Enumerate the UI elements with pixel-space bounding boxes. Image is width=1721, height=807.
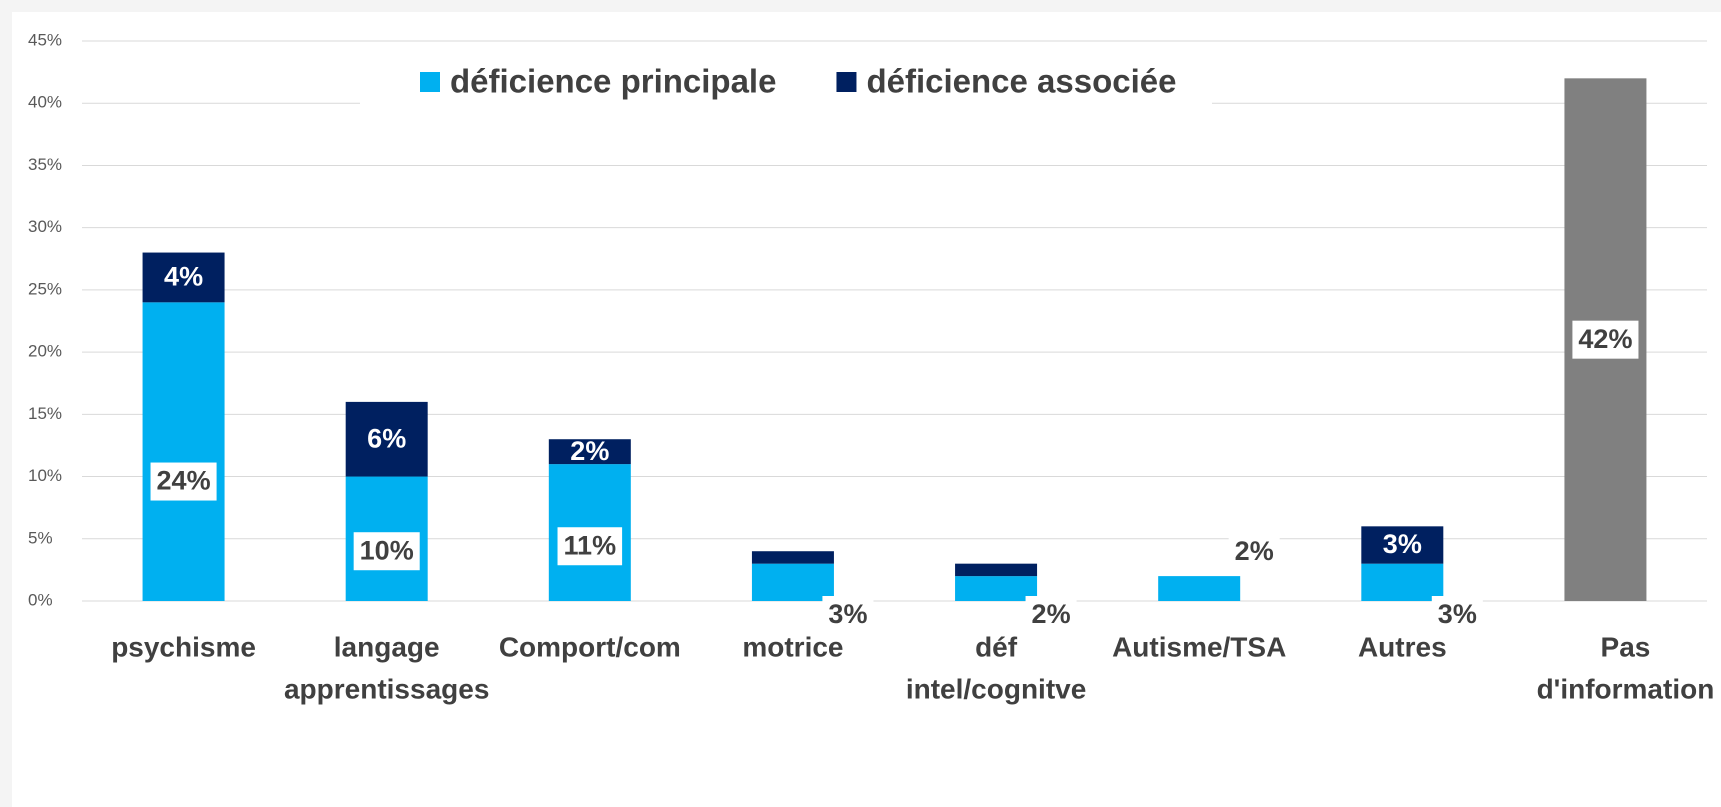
y-tick-label: 45% (28, 30, 62, 49)
x-tick-label: Autres (1358, 631, 1447, 662)
y-tick-label: 20% (28, 342, 62, 361)
bar-segment (345, 401, 428, 477)
bar-segment (751, 563, 834, 601)
data-label-box (557, 527, 623, 566)
data-label: 24% (157, 466, 211, 496)
data-label: 2% (570, 436, 609, 466)
bar-segment (1158, 576, 1241, 601)
legend-swatch (836, 72, 857, 92)
y-tick-label: 40% (28, 93, 62, 112)
y-tick-label: 15% (28, 404, 62, 423)
bar-segment (142, 302, 225, 601)
data-label: 10% (360, 535, 414, 565)
legend-box (360, 58, 1212, 110)
data-label: 4% (164, 262, 203, 292)
data-label-box (150, 462, 217, 501)
bar-segment (1361, 563, 1444, 601)
data-label-box (1572, 320, 1639, 359)
legend-swatch (420, 72, 440, 92)
x-tick-label: Comport/com (499, 631, 681, 662)
data-label: 2% (1235, 536, 1274, 566)
x-tick-label: intel/cognitve (906, 673, 1086, 704)
data-label-box (1228, 533, 1280, 572)
bar-segment (955, 563, 1038, 577)
plot-area (12, 12, 1721, 807)
data-label-box (353, 532, 420, 571)
x-tick-label: langage (334, 631, 440, 662)
y-tick-label: 0% (28, 590, 53, 609)
legend-label: déficience associée (866, 63, 1176, 100)
data-label-box (822, 596, 874, 634)
x-tick-label: Autisme/TSA (1112, 631, 1286, 662)
data-label: 3% (828, 599, 867, 629)
y-tick-label: 25% (28, 279, 62, 298)
y-tick-label: 30% (28, 217, 62, 236)
data-label: 11% (564, 530, 617, 560)
data-label-box (1025, 596, 1077, 634)
legend-label: déficience principale (450, 63, 776, 100)
data-label: 6% (367, 423, 406, 453)
x-tick-label: d'information (1537, 673, 1715, 704)
data-label: 3% (1438, 599, 1477, 629)
x-tick-label: apprentissages (284, 673, 489, 704)
bar-segment (142, 252, 225, 303)
y-tick-label: 5% (28, 528, 53, 547)
data-label-box (1431, 596, 1483, 634)
data-label: 42% (1578, 324, 1632, 354)
y-tick-label: 10% (28, 466, 62, 485)
data-label: 2% (1032, 599, 1071, 629)
x-tick-label: psychisme (111, 631, 256, 662)
x-tick-label: Pas (1601, 631, 1651, 662)
bar-segment (751, 551, 834, 564)
data-label: 3% (1383, 529, 1422, 559)
y-tick-label: 35% (28, 155, 62, 174)
bar-segment (548, 439, 631, 465)
bar-segment (1361, 526, 1444, 564)
bar-segment (955, 576, 1038, 601)
x-tick-label: déf (975, 631, 1018, 662)
x-tick-label: motrice (742, 631, 843, 662)
